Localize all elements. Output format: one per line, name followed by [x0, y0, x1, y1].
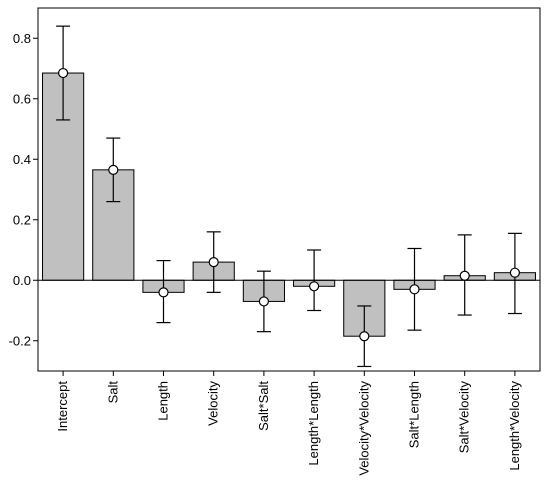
- x-axis: Intercept Salt Length Velocity Salt*Salt Leng…: [55, 371, 522, 476]
- y-axis: 0.8 0.6 0.4 0.2 0.0 -0.2: [9, 31, 38, 348]
- y-tick-label: -0.2: [9, 333, 31, 348]
- x-tick-label: Velocity*Velocity: [356, 381, 371, 476]
- data-point: [158, 287, 169, 298]
- y-tick-label: 0.4: [13, 152, 31, 167]
- plot-frame: [37, 7, 541, 372]
- data-point: [57, 67, 69, 79]
- x-tick-label: Salt: [105, 381, 120, 404]
- y-tick-label: 0.0: [13, 273, 31, 288]
- data-point: [509, 267, 521, 278]
- x-tick-label: Length: [156, 381, 171, 421]
- y-tick-label: 0.2: [13, 212, 31, 227]
- x-tick-label: Salt*Salt: [256, 381, 271, 431]
- data-point: [409, 284, 420, 295]
- y-tick-label: 0.6: [13, 91, 31, 106]
- x-tick-label: Intercept: [55, 381, 70, 432]
- x-tick-label: Length*Length: [306, 381, 321, 466]
- y-tick-label: 0.8: [13, 31, 31, 46]
- points-layer: [57, 67, 521, 342]
- data-point: [459, 270, 470, 281]
- bars-layer: [42, 72, 536, 337]
- data-point: [208, 257, 219, 268]
- data-point: [258, 296, 269, 307]
- x-tick-label: Length*Velocity: [507, 381, 522, 471]
- data-point: [108, 164, 119, 175]
- error-bar: [307, 249, 322, 312]
- x-tick-label: Salt*Velocity: [457, 381, 472, 454]
- x-tick-label: Velocity: [206, 381, 221, 426]
- data-point: [359, 331, 370, 342]
- data-point: [309, 281, 320, 292]
- x-tick-label: Salt*Length: [407, 381, 422, 448]
